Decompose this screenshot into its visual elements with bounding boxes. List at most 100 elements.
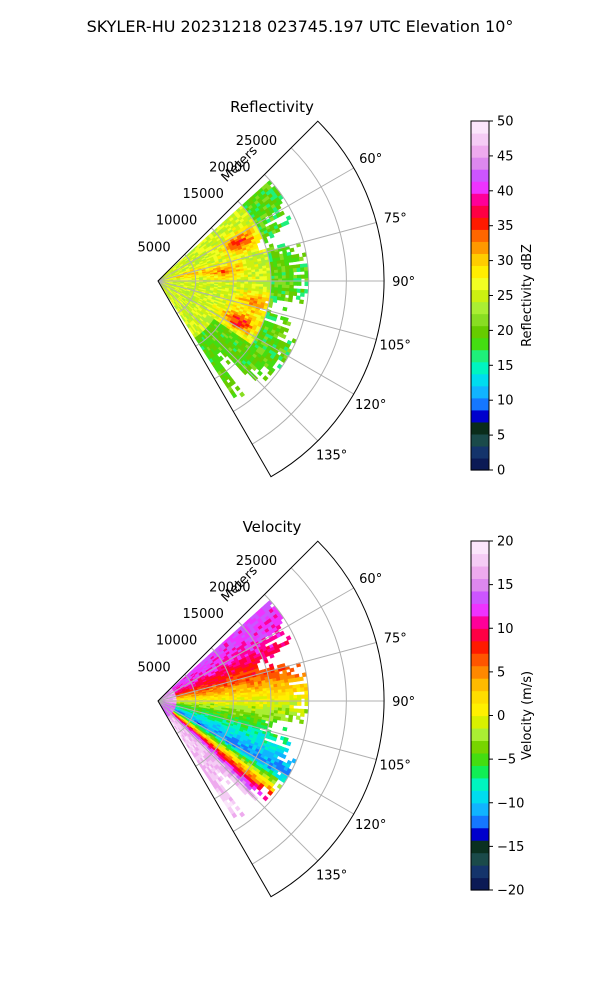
data-cell <box>285 691 291 696</box>
data-cell <box>259 696 264 700</box>
colorbar-swatch <box>471 121 489 134</box>
colorbar-tick-label: 25 <box>497 289 514 304</box>
colorbar-swatch <box>471 241 489 254</box>
data-cell <box>285 275 291 280</box>
data-cell <box>274 281 279 286</box>
data-cell <box>272 718 278 723</box>
data-cell <box>274 695 279 700</box>
data-cell <box>256 790 263 797</box>
data-cell <box>278 275 283 280</box>
reflectivity-field <box>158 179 310 399</box>
data-cell <box>285 704 291 709</box>
colorbar-swatch <box>471 313 489 327</box>
data-cell <box>285 271 291 276</box>
data-cell <box>289 691 294 696</box>
colorbar-tick-label: 35 <box>497 219 514 234</box>
data-cell <box>281 275 287 280</box>
data-cell <box>286 321 292 327</box>
data-cell <box>273 689 279 694</box>
data-cell <box>285 284 291 289</box>
data-cell <box>296 274 302 279</box>
data-cell <box>299 719 304 725</box>
data-cell <box>304 281 310 287</box>
data-cell <box>259 276 264 280</box>
data-cell <box>304 270 309 276</box>
data-cell <box>287 717 293 723</box>
data-cell <box>282 698 287 703</box>
data-cell <box>296 698 302 703</box>
data-cell <box>285 281 291 286</box>
data-cell <box>255 276 261 280</box>
range-tick-label: 10000 <box>156 214 197 229</box>
colorbar-swatch <box>471 457 489 471</box>
data-cell <box>289 278 294 283</box>
data-cell <box>259 281 264 285</box>
data-cell <box>259 273 264 278</box>
data-cell <box>289 271 294 276</box>
data-cell <box>225 359 231 366</box>
data-cell <box>285 701 291 706</box>
colorbar-swatch <box>471 217 489 230</box>
data-cell <box>295 295 301 301</box>
range-tick-label: 25000 <box>236 134 277 149</box>
data-cell <box>304 274 309 279</box>
data-cell <box>278 701 283 706</box>
data-cell <box>281 692 287 697</box>
data-cell <box>289 701 294 706</box>
data-cell <box>300 687 305 692</box>
data-cell <box>298 676 304 682</box>
colorbar-swatch <box>471 229 489 242</box>
data-cell <box>281 268 287 274</box>
data-cell <box>285 278 291 283</box>
data-cell <box>288 268 294 273</box>
data-cell <box>247 696 253 700</box>
data-cell <box>296 687 302 693</box>
data-cell <box>282 278 287 283</box>
data-cell <box>287 297 293 303</box>
data-cell <box>281 333 287 340</box>
colorbar-swatch <box>471 253 489 267</box>
data-cell <box>274 227 281 233</box>
figure-title: SKYLER-HU 20231218 023745.197 UTC Elevat… <box>87 17 514 36</box>
colorbar-swatch <box>471 361 489 375</box>
colorbar-tick-label: 50 <box>497 115 514 130</box>
colorbar-tick-label: 0 <box>497 464 505 479</box>
data-cell <box>296 267 302 273</box>
data-cell <box>285 215 292 221</box>
data-cell <box>293 694 298 700</box>
angle-tick-label: 60° <box>359 152 382 167</box>
data-cell <box>266 275 272 280</box>
data-cell <box>281 281 287 286</box>
range-tick-label: 15000 <box>183 187 224 202</box>
colorbar-swatch <box>471 193 489 206</box>
data-cell <box>255 696 261 700</box>
data-cell <box>282 306 288 312</box>
data-cell <box>247 276 253 280</box>
data-cell <box>275 204 282 211</box>
colorbar-swatch <box>471 397 489 411</box>
data-cell <box>262 795 269 802</box>
data-cell <box>283 219 290 226</box>
data-cell <box>251 365 258 372</box>
data-cell <box>283 747 290 753</box>
data-cell <box>274 275 279 280</box>
reflectivity-title: Reflectivity <box>230 98 314 116</box>
velocity-panel: Velocity 50001000015000200002500060°75°9… <box>138 518 535 899</box>
data-cell <box>263 696 268 700</box>
colorbar-swatch <box>471 433 489 447</box>
reflectivity-colorbar-label: Reflectivity dBZ <box>520 244 535 347</box>
colorbar-swatch <box>471 157 489 170</box>
data-cell <box>289 274 294 279</box>
data-cell <box>304 701 310 707</box>
data-cell <box>266 273 272 277</box>
colorbar-swatch <box>471 289 489 303</box>
colorbar-swatch <box>471 325 489 339</box>
data-cell <box>300 274 306 279</box>
angle-tick-label: 90° <box>392 275 415 290</box>
data-cell <box>293 281 298 286</box>
data-cell <box>281 701 287 706</box>
data-cell <box>304 690 309 696</box>
colorbar-tick-label: 30 <box>497 254 514 269</box>
data-cell <box>266 281 272 285</box>
